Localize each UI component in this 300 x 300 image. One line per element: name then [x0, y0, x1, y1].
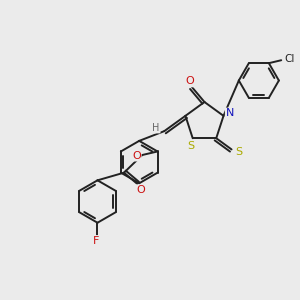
Text: S: S [188, 141, 195, 151]
Text: O: O [136, 185, 145, 195]
Text: F: F [92, 236, 99, 246]
Text: O: O [185, 76, 194, 86]
Text: O: O [132, 151, 141, 160]
Text: S: S [236, 147, 242, 158]
Text: Cl: Cl [284, 54, 295, 64]
Text: H: H [152, 123, 160, 133]
Text: N: N [226, 109, 234, 118]
